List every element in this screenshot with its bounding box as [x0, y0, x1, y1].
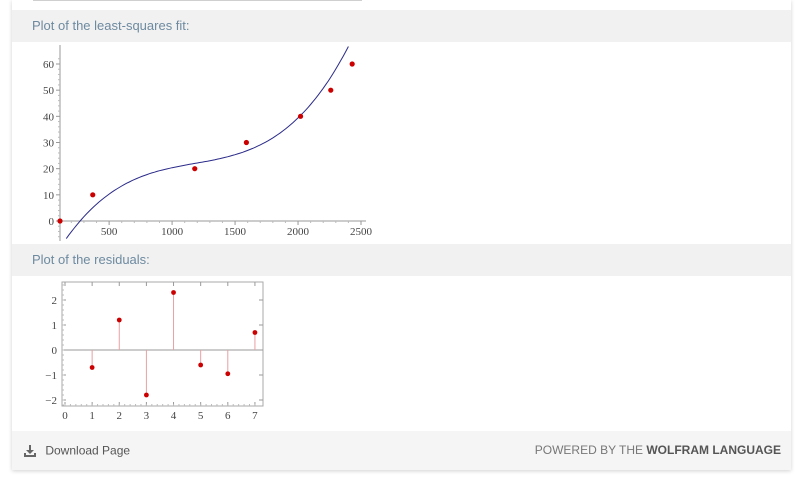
y-tick-label: 2 [52, 295, 58, 307]
y-tick-label: 10 [43, 190, 55, 202]
residual-point [198, 362, 204, 368]
data-point [349, 61, 355, 67]
download-icon [24, 444, 36, 457]
residuals-pod-header: Plot of the residuals: [12, 244, 791, 276]
y-tick-label: 0 [49, 216, 55, 228]
y-tick-label: 1 [52, 320, 58, 332]
results-card: Plot of the least-squares fit: 500 1000 15… [12, 0, 791, 470]
residual-point [225, 371, 231, 377]
fit-pod-title: Plot of the least-squares fit: [32, 18, 190, 33]
x-tick-label: 1500 [224, 226, 247, 238]
x-tick-label: 1000 [161, 226, 184, 238]
y-tick-label: 0 [52, 345, 58, 357]
powered-by[interactable]: POWERED BY THE WOLFRAM LANGUAGE [535, 431, 781, 470]
residual-point [89, 365, 95, 370]
previous-pod-strip [12, 0, 791, 10]
x-tick-label: 1 [89, 410, 95, 422]
y-tick-label: 60 [43, 59, 55, 71]
y-tick-label: −1 [45, 370, 57, 382]
plot-frame [61, 281, 264, 407]
wolfram-language-brand: WOLFRAM LANGUAGE [646, 443, 781, 457]
data-point [243, 139, 249, 146]
fit-pod-header: Plot of the least-squares fit: [12, 10, 791, 42]
y-tick-label: 20 [43, 164, 55, 176]
y-tick-label: 40 [43, 111, 55, 123]
x-tick-label: 5 [198, 410, 204, 422]
x-tick-label: 6 [225, 410, 231, 422]
powered-by-prefix: POWERED BY THE [534, 443, 643, 457]
residual-point [171, 290, 176, 295]
residuals-pod-title: Plot of the residuals: [32, 252, 150, 267]
data-point [57, 218, 63, 224]
y-tick-label: 30 [43, 138, 55, 150]
residual-point [143, 392, 149, 398]
x-tick-label: 0 [62, 410, 68, 422]
residual-point [116, 317, 122, 323]
x-tick-label: 2500 [350, 226, 373, 238]
residuals-plot: 0 1 2 3 4 5 6 7 −2 −1 0 1 2 [45, 281, 264, 422]
download-page-label: Download Page [45, 443, 131, 458]
x-tick-label: 3 [144, 410, 150, 422]
data-point [90, 192, 96, 198]
residual-point [252, 330, 258, 335]
data-point [192, 166, 198, 172]
x-tick-label: 7 [252, 410, 258, 422]
x-tick-label: 4 [171, 410, 177, 422]
fit-curve [65, 46, 349, 239]
y-tick-label: 50 [43, 85, 55, 97]
x-tick-label: 500 [101, 226, 118, 238]
download-page-button[interactable]: Download Page [24, 431, 130, 470]
footer-bar: Download Page POWERED BY THE WOLFRAM LAN… [12, 431, 791, 470]
x-tick-label: 2 [117, 410, 123, 422]
data-point [328, 87, 334, 93]
x-tick-label: 2000 [287, 226, 310, 238]
y-tick-label: −2 [45, 395, 57, 407]
least-squares-fit-plot: 500 1000 1500 2000 2500 0 10 20 30 40 50 60 [43, 45, 373, 241]
data-point [297, 113, 304, 119]
previous-plot-axis [33, 0, 362, 1]
